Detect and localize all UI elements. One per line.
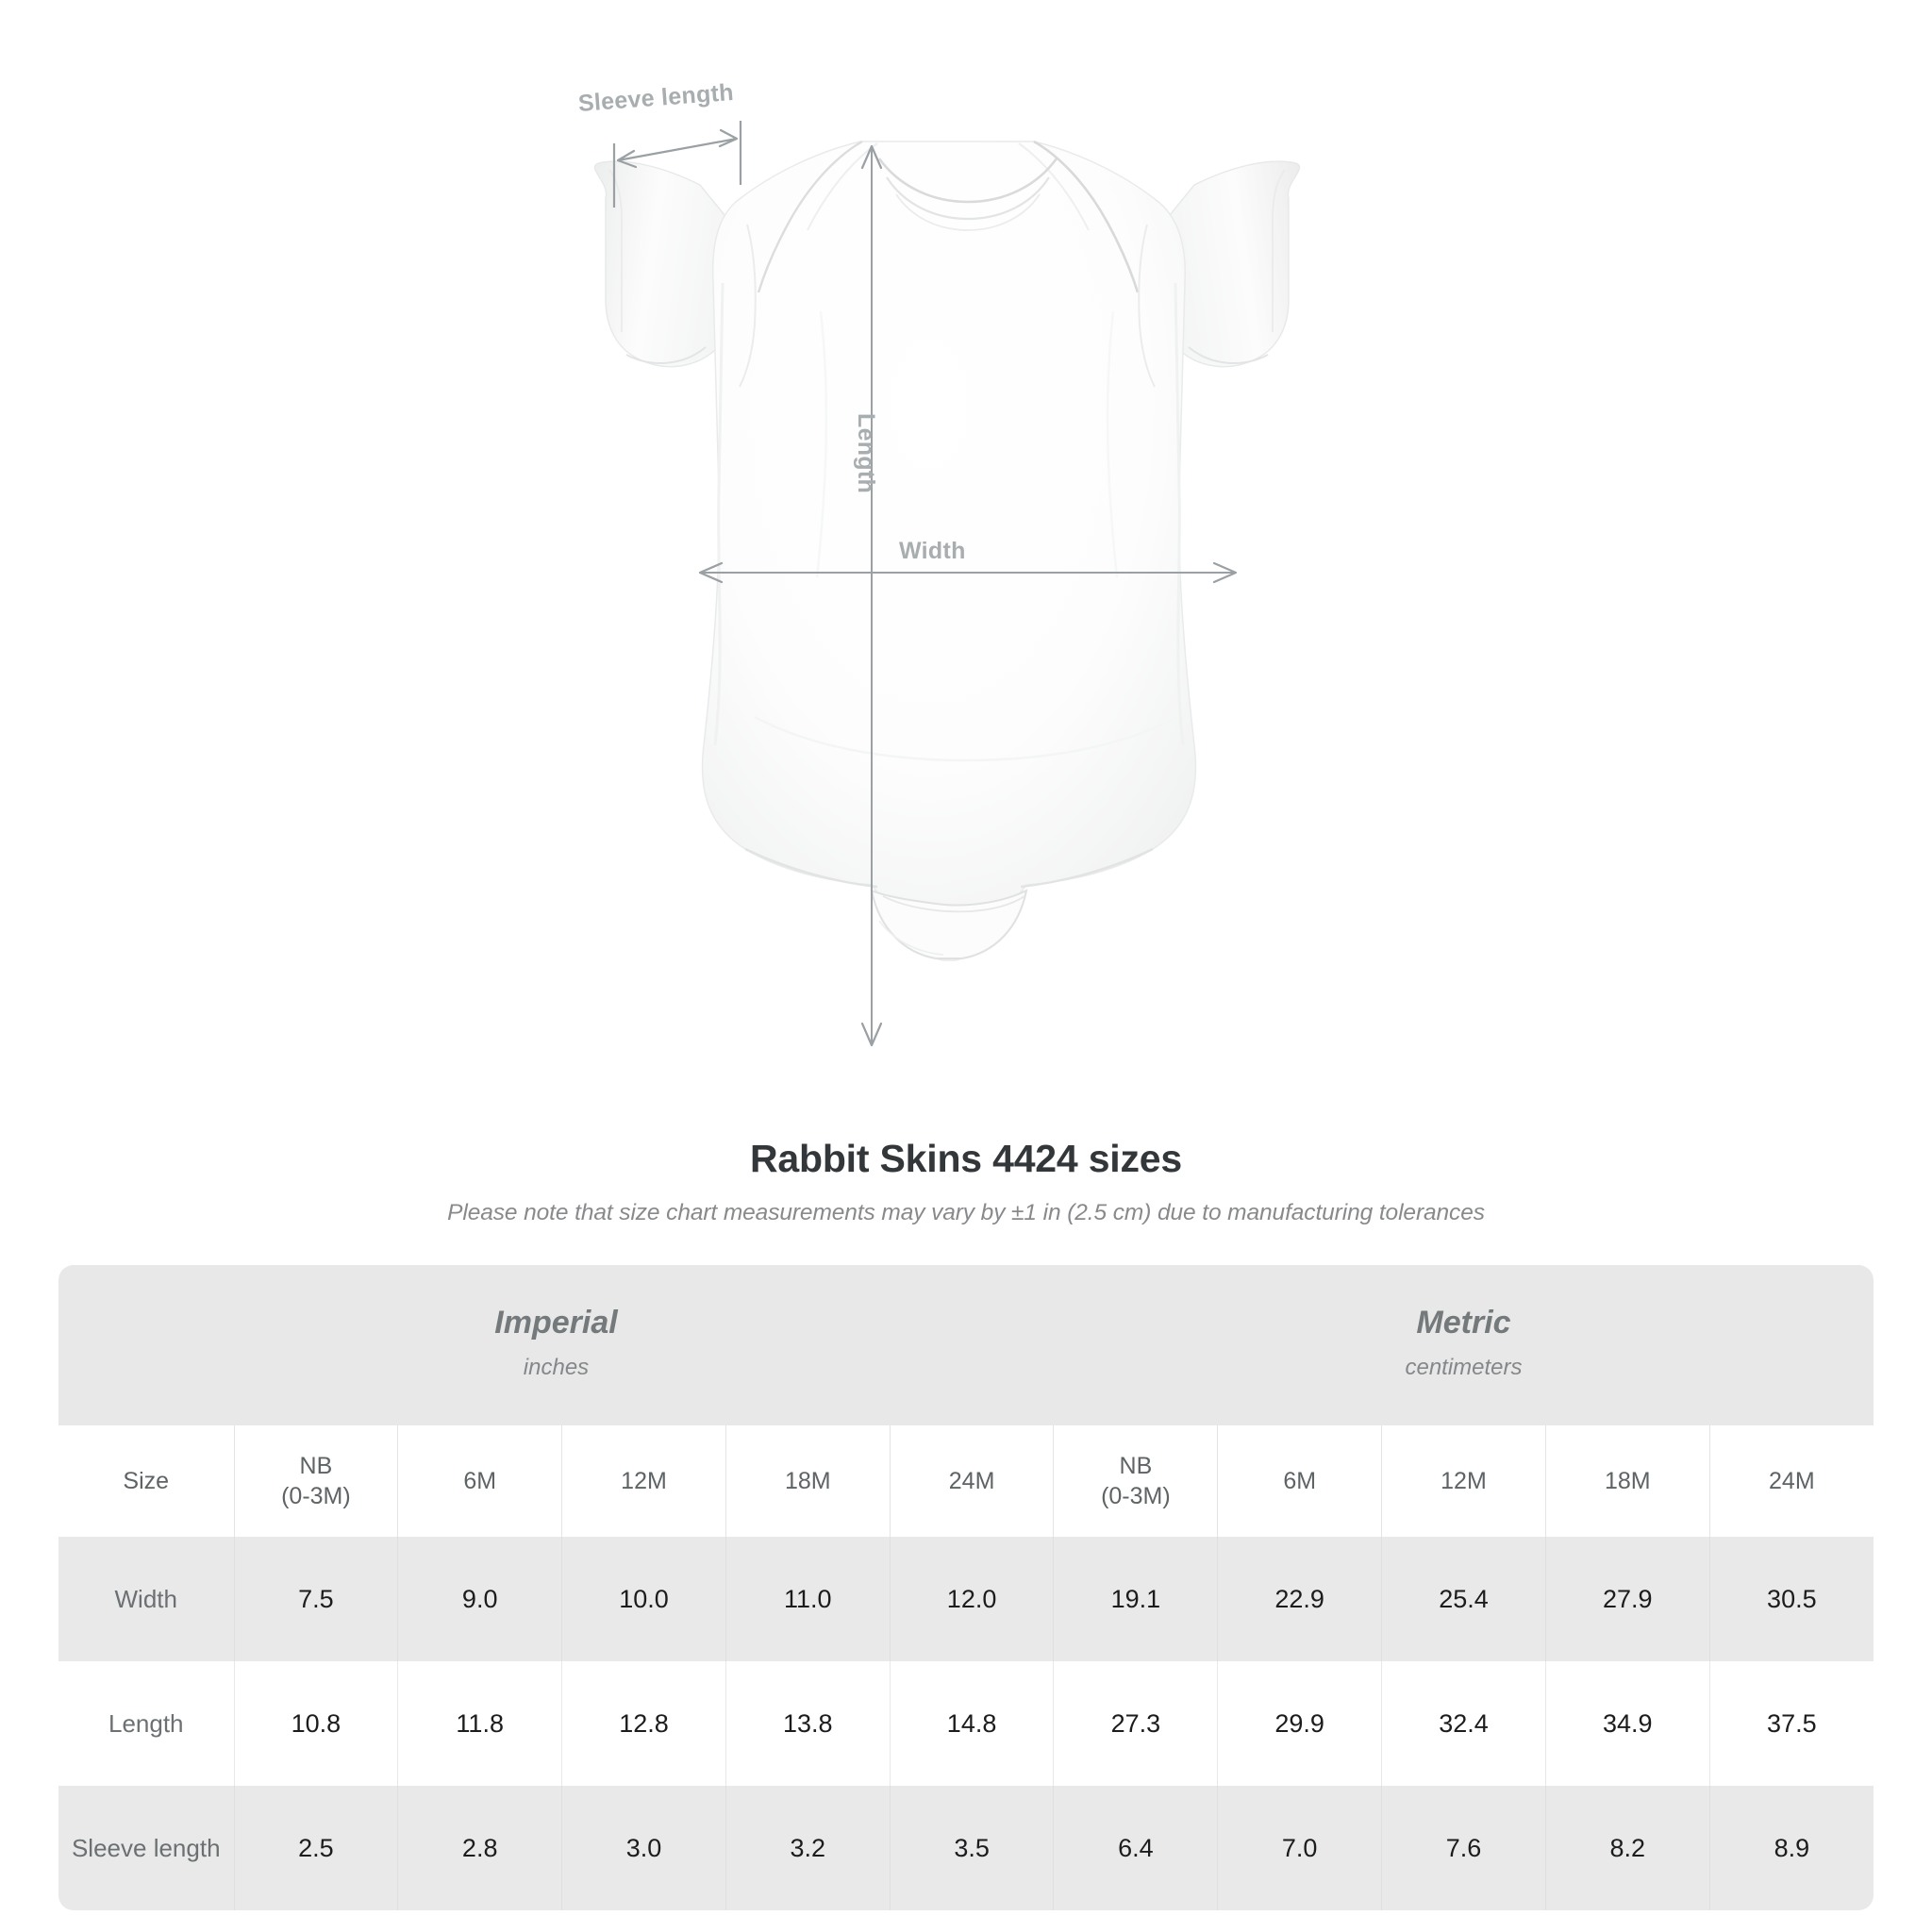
tolerance-note: Please note that size chart measurements… (447, 1200, 1485, 1225)
length-dim-arrowhead-top (860, 144, 883, 170)
cell-length-imperial-24m: 14.8 (889, 1661, 1054, 1786)
unit-cell-metric: Metric centimeters (1053, 1265, 1874, 1425)
crotch-snap-flap (870, 889, 1028, 959)
table-row: Length 10.8 11.8 12.8 13.8 14.8 27.3 29.… (58, 1661, 1874, 1786)
right-sleeve-hem (1272, 169, 1286, 332)
sleeve-dim-arrowhead-left (616, 149, 638, 169)
length-label: Length (853, 413, 879, 494)
cell-length-metric-6m: 29.9 (1217, 1661, 1382, 1786)
unit-sub-metric: centimeters (1405, 1354, 1523, 1380)
cell-width-imperial-18m: 11.0 (724, 1537, 891, 1661)
sleeve-length-dimension (612, 121, 742, 208)
cell-width-metric-nb: 19.1 (1053, 1537, 1218, 1661)
cell-width-metric-6m: 22.9 (1217, 1537, 1382, 1661)
bodysuit-illustration (593, 121, 1301, 1047)
garment-diagram: Sleeve length Length Width (577, 79, 1301, 1047)
cell-length-imperial-12m: 12.8 (561, 1661, 726, 1786)
crotch-snap-stitching (882, 895, 1025, 913)
size-chart-table: Imperial inches Metric centimeters Size … (58, 1265, 1874, 1910)
table-row: Width 7.5 9.0 10.0 11.0 12.0 19.1 22.9 2… (58, 1537, 1874, 1661)
column-header-size: Size (58, 1425, 234, 1537)
cell-length-imperial-6m: 11.8 (397, 1661, 562, 1786)
column-header-metric-24m: 24M (1708, 1425, 1874, 1537)
cell-length-metric-18m: 34.9 (1544, 1661, 1710, 1786)
body-right-shading (1174, 282, 1185, 746)
cell-length-metric-24m: 37.5 (1708, 1661, 1874, 1786)
width-dimension (698, 561, 1238, 584)
cell-width-imperial-24m: 12.0 (889, 1537, 1054, 1661)
unit-banner-row: Imperial inches Metric centimeters (58, 1265, 1874, 1425)
right-sleeve-cuff (1188, 346, 1269, 364)
length-dim-arrowhead-bottom (860, 1022, 883, 1047)
cell-width-imperial-6m: 9.0 (397, 1537, 562, 1661)
cell-sleeve-metric-6m: 7.0 (1217, 1786, 1382, 1910)
neckline-inner (886, 176, 1050, 221)
right-lap-shoulder-fold (1018, 142, 1090, 231)
width-dim-arrowhead-left (698, 561, 724, 584)
left-armhole-seam (739, 224, 757, 388)
fabric-wrinkle-3 (754, 715, 1178, 762)
cell-length-imperial-nb: 10.8 (233, 1661, 398, 1786)
column-header-metric-6m: 6M (1217, 1425, 1382, 1537)
unit-name-imperial: Imperial (494, 1304, 618, 1341)
unit-name-metric: Metric (1416, 1304, 1511, 1341)
fabric-wrinkle-2 (1106, 310, 1119, 578)
length-dimension (860, 144, 883, 1047)
cell-sleeve-metric-24m: 8.9 (1708, 1786, 1874, 1910)
left-lap-shoulder-seam (757, 140, 863, 293)
column-header-imperial-nb: NB (0-3M) (233, 1425, 398, 1537)
width-dim-arrowhead-right (1212, 561, 1238, 584)
cell-sleeve-imperial-nb: 2.5 (233, 1786, 398, 1910)
cell-width-imperial-nb: 7.5 (233, 1537, 398, 1661)
column-header-metric-nb: NB (0-3M) (1053, 1425, 1218, 1537)
left-sleeve-cuff (625, 346, 707, 364)
right-lap-shoulder-seam (1033, 140, 1140, 293)
column-header-imperial-12m: 12M (561, 1425, 726, 1537)
cell-sleeve-metric-12m: 7.6 (1381, 1786, 1546, 1910)
cell-sleeve-imperial-6m: 2.8 (397, 1786, 562, 1910)
page-title: Rabbit Skins 4424 sizes (749, 1137, 1182, 1180)
chart-heading: Rabbit Skins 4424 sizes Please note that… (0, 1137, 1932, 1226)
table-row: Sleeve length 2.5 2.8 3.0 3.2 3.5 6.4 7.… (58, 1786, 1874, 1910)
cell-length-metric-12m: 32.4 (1381, 1661, 1546, 1786)
left-leg-opening (744, 847, 878, 889)
bodysuit-body (701, 141, 1197, 961)
size-chart-table-wrapper: Imperial inches Metric centimeters Size … (58, 1265, 1874, 1910)
column-header-imperial-24m: 24M (889, 1425, 1054, 1537)
crotch-flap-fold (878, 920, 944, 956)
neckline-outer (877, 158, 1058, 204)
column-header-imperial-6m: 6M (397, 1425, 562, 1537)
row-label-length: Length (58, 1661, 234, 1786)
column-header-metric-18m: 18M (1544, 1425, 1710, 1537)
cell-sleeve-imperial-12m: 3.0 (561, 1786, 726, 1910)
right-armhole-seam (1138, 224, 1156, 388)
right-leg-opening (1020, 847, 1154, 889)
sleeve-dim-line (617, 137, 738, 162)
column-header-imperial-18m: 18M (724, 1425, 891, 1537)
neckline-ribbing (895, 193, 1041, 231)
cell-sleeve-metric-18m: 8.2 (1544, 1786, 1710, 1910)
cell-length-metric-nb: 27.3 (1053, 1661, 1218, 1786)
cell-length-imperial-18m: 13.8 (724, 1661, 891, 1786)
cell-sleeve-metric-nb: 6.4 (1053, 1786, 1218, 1910)
cell-sleeve-imperial-18m: 3.2 (724, 1786, 891, 1910)
left-sleeve-hem (608, 169, 623, 332)
cell-width-metric-18m: 27.9 (1544, 1537, 1710, 1661)
column-header-metric-12m: 12M (1381, 1425, 1546, 1537)
fabric-wrinkle-1 (815, 310, 828, 578)
body-left-shading (713, 282, 724, 746)
table-header-row: Size NB (0-3M) 6M 12M 18M 24M NB (0-3M) 6M… (58, 1425, 1874, 1537)
cell-width-imperial-12m: 10.0 (561, 1537, 726, 1661)
cell-sleeve-imperial-24m: 3.5 (889, 1786, 1054, 1910)
width-label: Width (899, 538, 966, 564)
unit-sub-imperial: inches (523, 1354, 590, 1380)
row-label-sleeve-length: Sleeve length (58, 1786, 234, 1910)
cell-width-metric-24m: 30.5 (1708, 1537, 1874, 1661)
unit-cell-imperial: Imperial inches (58, 1265, 1054, 1425)
cell-width-metric-12m: 25.4 (1381, 1537, 1546, 1661)
row-label-width: Width (58, 1537, 234, 1661)
sleeve-dim-arrowhead-right (718, 128, 739, 148)
